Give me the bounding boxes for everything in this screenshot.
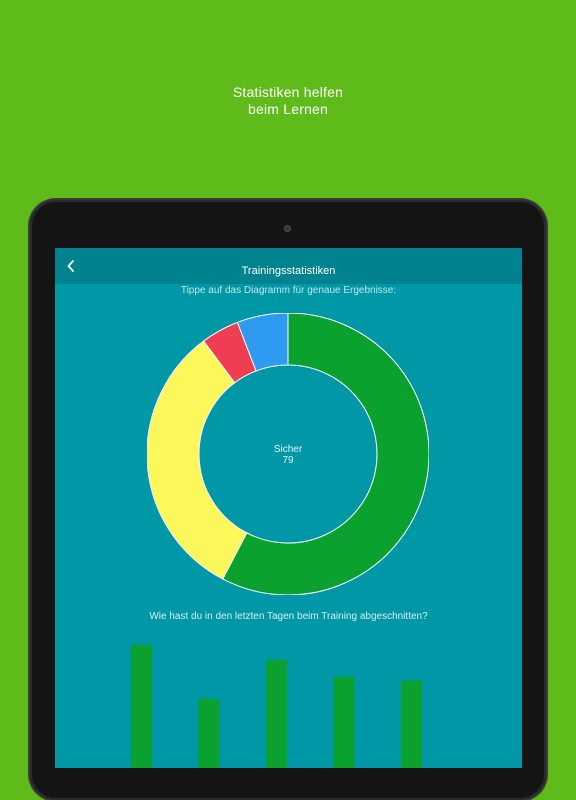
history-bar-1[interactable] (198, 699, 220, 768)
navigation-bar: Trainingsstatistiken (55, 248, 522, 284)
chart-hint-text: Tippe auf das Diagramm für genaue Ergebn… (180, 285, 397, 296)
results-donut-chart[interactable] (147, 313, 429, 595)
donut-segment-1[interactable] (147, 340, 248, 580)
history-bar-4[interactable] (401, 680, 422, 768)
promo-headline: Statistiken helfen beim Lernen (0, 84, 576, 118)
chevron-left-icon (67, 260, 74, 272)
history-bar-2[interactable] (266, 659, 287, 768)
donut-center-category: Sicher (273, 444, 303, 455)
promo-line-1: Statistiken helfen (232, 84, 344, 100)
promo-line-2: beim Lernen (247, 101, 329, 117)
donut-center-value: 79 (282, 455, 294, 466)
app-screen: Trainingsstatistiken Tippe auf das Diagr… (55, 248, 522, 768)
donut-segment-3[interactable] (236, 313, 289, 372)
camera-icon (284, 225, 291, 232)
history-question: Wie hast du in den letzten Tagen beim Tr… (149, 611, 428, 622)
history-bar-3[interactable] (333, 676, 355, 768)
back-button[interactable] (61, 256, 81, 276)
history-bar-0[interactable] (131, 645, 152, 768)
training-history-bar-chart[interactable] (55, 248, 522, 768)
donut-segment-0[interactable] (222, 313, 429, 595)
donut-center-label: Sicher 79 (238, 444, 338, 466)
page-title: Trainingsstatistiken (241, 265, 336, 277)
